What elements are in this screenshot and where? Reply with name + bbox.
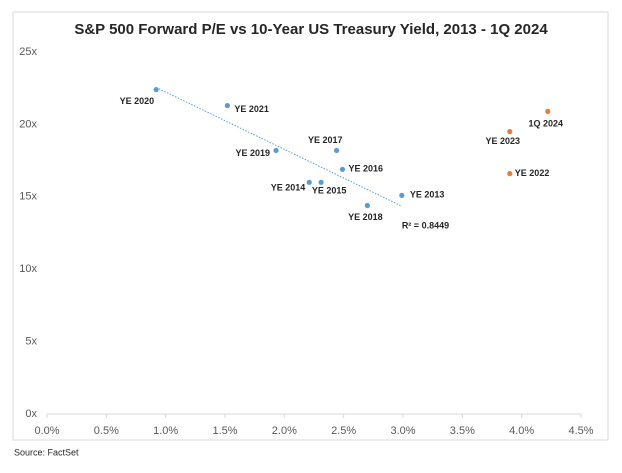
point-label: YE 2023 [486,136,521,146]
r-squared: R² = 0.8449 [402,221,449,231]
x-tick-label: 1.5% [212,425,237,437]
x-tick-label: 2.5% [331,425,356,437]
point-label: YE 2017 [308,135,343,145]
y-tick-label: 15x [19,191,37,203]
point [399,192,405,198]
point-label: YE 2019 [235,148,270,158]
point-label: YE 2018 [348,212,383,222]
y-tick-label: 25x [19,46,37,58]
x-tick-label: 3.0% [390,425,415,437]
x-tick-label: 3.5% [450,425,475,437]
x-tick-label: 0.5% [94,425,119,437]
point [364,202,370,209]
point-label: YE 2020 [120,96,155,106]
point [545,108,551,114]
x-tick-label: 1.0% [153,425,178,437]
point-label: YE 2022 [515,168,550,178]
y-tick-label: 5x [25,336,37,348]
point [153,87,159,93]
point-label: YE 2016 [348,164,383,174]
point [507,171,513,177]
source: Source: FactSet [14,447,79,457]
point [333,147,340,154]
y-tick-label: 10x [19,263,37,275]
y-tick-label: 20x [19,118,37,130]
point-label: YE 2015 [312,186,347,196]
point [224,102,230,109]
point-label: 1Q 2024 [529,119,564,129]
point-label: YE 2021 [234,104,269,114]
trendline [155,86,403,207]
point [507,129,513,135]
point [318,179,324,185]
chart-title: S&P 500 Forward P/E vs 10-Year US Treasu… [74,21,548,38]
x-tick-label: 4.0% [509,425,534,437]
point [273,147,279,154]
x-tick-label: 2.0% [272,425,297,437]
point [306,179,312,185]
point-label: YE 2014 [271,183,306,193]
chart-frame [12,11,609,441]
point [339,166,346,172]
point-label: YE 2013 [410,190,445,200]
y-tick-label: 0x [25,408,37,420]
x-tick-label: 4.5% [568,425,593,437]
x-tick-label: 0.0% [34,425,59,437]
